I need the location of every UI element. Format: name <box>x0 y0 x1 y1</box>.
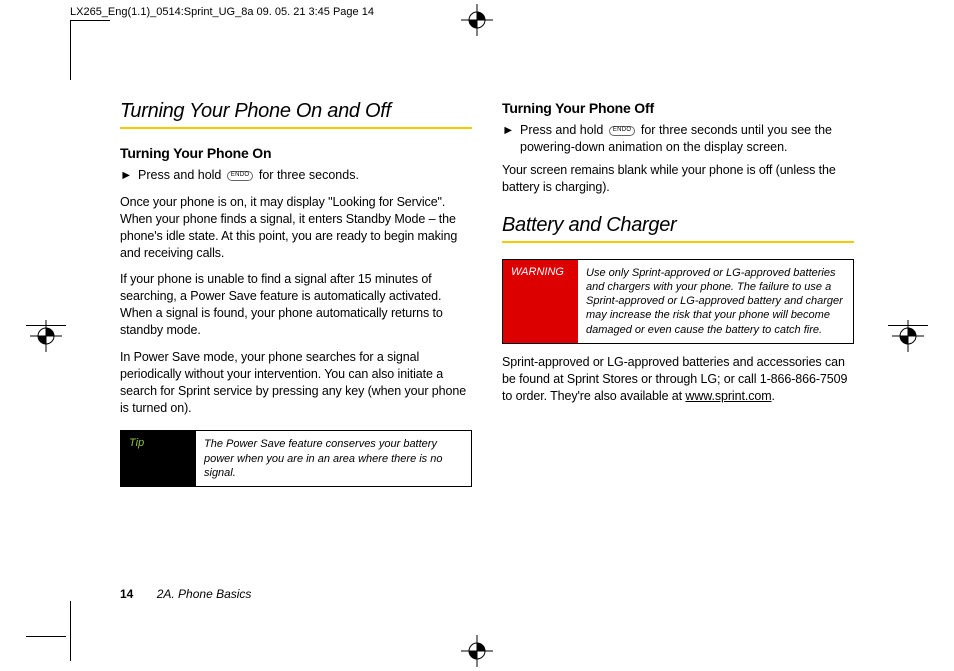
step-text: Press and hold ENDO for three seconds. <box>138 167 472 184</box>
warning-label: WARNING <box>503 260 578 343</box>
step-on-pre: Press and hold <box>138 168 225 182</box>
sprint-link[interactable]: www.sprint.com <box>685 389 771 403</box>
page-number: 14 <box>120 587 133 601</box>
heading-turning-on-off: Turning Your Phone On and Off <box>120 100 472 129</box>
step-turn-off: ► Press and hold ENDO for three seconds … <box>502 122 854 156</box>
crop-mark <box>70 601 71 661</box>
step-turn-on: ► Press and hold ENDO for three seconds. <box>120 167 472 184</box>
section-title: 2A. Phone Basics <box>157 587 252 601</box>
step-off-pre: Press and hold <box>520 123 607 137</box>
step-text: Press and hold ENDO for three seconds un… <box>520 122 854 156</box>
warning-body: Use only Sprint-approved or LG-approved … <box>578 260 853 343</box>
heading-battery-charger: Battery and Charger <box>502 214 854 243</box>
paragraph-power-save: If your phone is unable to find a signal… <box>120 271 472 339</box>
warning-callout: WARNING Use only Sprint-approved or LG-a… <box>502 259 854 344</box>
tip-callout: Tip The Power Save feature conserves you… <box>120 430 472 487</box>
left-column: Turning Your Phone On and Off Turning Yo… <box>120 100 472 487</box>
tip-body: The Power Save feature conserves your ba… <box>196 431 471 486</box>
crop-mark <box>70 20 110 21</box>
print-header: LX265_Eng(1.1)_0514:Sprint_UG_8a 09. 05.… <box>70 6 374 18</box>
paragraph-standby: Once your phone is on, it may display "L… <box>120 194 472 262</box>
step-arrow-icon: ► <box>120 167 138 184</box>
end-key-icon: ENDO <box>609 126 636 136</box>
accessories-pre: Sprint-approved or LG-approved batteries… <box>502 355 847 403</box>
tip-label: Tip <box>121 431 196 486</box>
registration-mark-icon <box>892 320 924 352</box>
paragraph-accessories: Sprint-approved or LG-approved batteries… <box>502 354 854 405</box>
registration-mark-icon <box>30 320 62 352</box>
crop-mark <box>26 636 66 637</box>
page-footer: 14 2A. Phone Basics <box>120 587 251 601</box>
right-column: Turning Your Phone Off ► Press and hold … <box>502 100 854 487</box>
step-on-post: for three seconds. <box>255 168 359 182</box>
step-arrow-icon: ► <box>502 122 520 156</box>
page-body: Turning Your Phone On and Off Turning Yo… <box>120 100 854 487</box>
registration-mark-icon <box>461 4 493 36</box>
crop-mark <box>70 20 71 80</box>
paragraph-search-signal: In Power Save mode, your phone searches … <box>120 349 472 417</box>
accessories-post: . <box>772 389 775 403</box>
subheading-turning-on: Turning Your Phone On <box>120 145 472 161</box>
end-key-icon: ENDO <box>227 171 254 181</box>
registration-mark-icon <box>461 635 493 667</box>
paragraph-blank-screen: Your screen remains blank while your pho… <box>502 162 854 196</box>
subheading-turning-off: Turning Your Phone Off <box>502 100 854 116</box>
